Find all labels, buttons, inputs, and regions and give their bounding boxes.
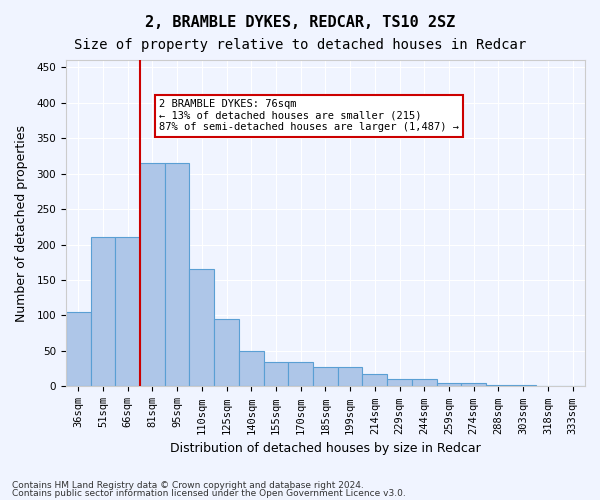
Bar [190, 270, 214, 386]
Bar [239, 351, 263, 386]
Bar [313, 368, 338, 386]
Bar [437, 383, 461, 386]
Bar [66, 312, 91, 386]
Bar [461, 383, 486, 386]
Bar [263, 362, 289, 386]
Text: Size of property relative to detached houses in Redcar: Size of property relative to detached ho… [74, 38, 526, 52]
Text: 2, BRAMBLE DYKES, REDCAR, TS10 2SZ: 2, BRAMBLE DYKES, REDCAR, TS10 2SZ [145, 15, 455, 30]
Bar [164, 163, 190, 386]
Bar [412, 380, 437, 386]
Bar [214, 319, 239, 386]
Bar [140, 163, 164, 386]
Text: 2 BRAMBLE DYKES: 76sqm
← 13% of detached houses are smaller (215)
87% of semi-de: 2 BRAMBLE DYKES: 76sqm ← 13% of detached… [159, 99, 459, 132]
Bar [338, 368, 362, 386]
Bar [289, 362, 313, 386]
X-axis label: Distribution of detached houses by size in Redcar: Distribution of detached houses by size … [170, 442, 481, 455]
Text: Contains HM Land Registry data © Crown copyright and database right 2024.: Contains HM Land Registry data © Crown c… [12, 481, 364, 490]
Bar [115, 238, 140, 386]
Bar [91, 238, 115, 386]
Bar [387, 380, 412, 386]
Y-axis label: Number of detached properties: Number of detached properties [15, 124, 28, 322]
Bar [486, 385, 511, 386]
Text: Contains public sector information licensed under the Open Government Licence v3: Contains public sector information licen… [12, 488, 406, 498]
Bar [362, 374, 387, 386]
Bar [511, 385, 536, 386]
